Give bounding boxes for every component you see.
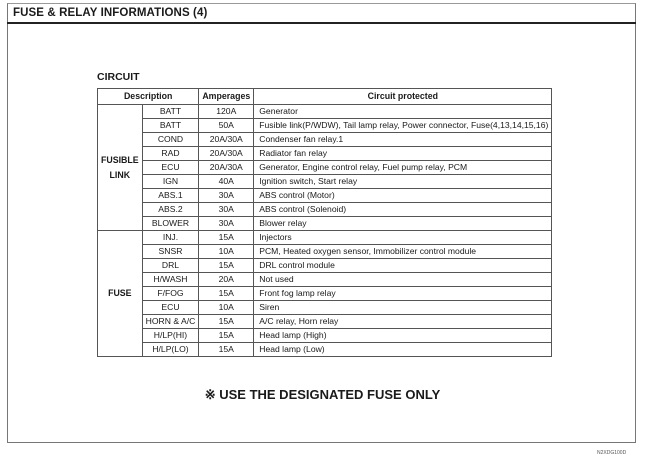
- section-heading: CIRCUIT: [97, 71, 140, 83]
- header-amperages: Amperages: [198, 88, 255, 105]
- amperage-cell: 15A: [198, 328, 255, 343]
- amperage-cell: 15A: [198, 258, 255, 273]
- document-code: N2XDG100D: [597, 450, 627, 456]
- table-row: ABS.1 30A ABS control (Motor): [98, 188, 553, 203]
- table-row: COND 20A/30A Condenser fan relay.1: [98, 132, 553, 147]
- table-row: H/LP(LO) 15A Head lamp (Low): [98, 342, 553, 357]
- description-cell: ECU: [141, 160, 200, 175]
- circuit-cell: Fusible link(P/WDW), Tail lamp relay, Po…: [253, 118, 553, 133]
- circuit-cell: Front fog lamp relay: [253, 286, 553, 301]
- description-cell: RAD: [141, 146, 200, 161]
- header-description: Description: [96, 88, 200, 105]
- description-cell: IGN: [141, 174, 200, 189]
- circuit-table: Description Amperages Circuit protected …: [96, 88, 553, 357]
- table-row: RAD 20A/30A Radiator fan relay: [98, 146, 553, 161]
- description-cell: BATT: [141, 104, 200, 119]
- description-cell: ECU: [141, 300, 200, 315]
- amperage-cell: 20A/30A: [198, 160, 255, 175]
- circuit-cell: Generator, Engine control relay, Fuel pu…: [253, 160, 553, 175]
- table-row: H/WASH 20A Not used: [98, 272, 553, 287]
- title-divider: [7, 22, 636, 24]
- circuit-cell: ABS control (Solenoid): [253, 202, 553, 217]
- table-row: ABS.2 30A ABS control (Solenoid): [98, 202, 553, 217]
- amperage-cell: 50A: [198, 118, 255, 133]
- description-cell: DRL: [141, 258, 200, 273]
- table-row: FUSE INJ. 15A Injectors: [97, 230, 553, 357]
- description-cell: H/WASH: [141, 272, 200, 287]
- table-row: BLOWER 30A Blower relay: [98, 216, 553, 231]
- circuit-cell: Head lamp (Low): [253, 342, 553, 357]
- page-title: FUSE & RELAY INFORMATIONS (4): [13, 7, 208, 19]
- description-cell: H/LP(HI): [141, 328, 200, 343]
- description-cell: F/FOG: [141, 286, 200, 301]
- amperage-cell: 15A: [198, 286, 255, 301]
- description-cell: BATT: [141, 118, 200, 133]
- description-cell: ABS.1: [141, 188, 200, 203]
- description-cell: COND: [141, 132, 200, 147]
- circuit-cell: PCM, Heated oxygen sensor, Immobilizer c…: [253, 244, 553, 259]
- table-row: HORN & A/C 15A A/C relay, Horn relay: [98, 314, 553, 329]
- circuit-cell: Generator: [253, 104, 553, 119]
- circuit-cell: A/C relay, Horn relay: [253, 314, 553, 329]
- amperage-cell: 120A: [198, 104, 255, 119]
- description-cell: HORN & A/C: [141, 314, 200, 329]
- circuit-cell: Siren: [253, 300, 553, 315]
- amperage-cell: 40A: [198, 174, 255, 189]
- table-row: F/FOG 15A Front fog lamp relay: [98, 286, 553, 301]
- circuit-cell: Ignition switch, Start relay: [253, 174, 553, 189]
- table-row: FUSIBLE LINK BATT 120A Generator: [97, 104, 553, 231]
- group-label: FUSE: [97, 230, 143, 357]
- table-row: IGN 40A Ignition switch, Start relay: [98, 174, 553, 189]
- amperage-cell: 20A: [198, 272, 255, 287]
- circuit-cell: ABS control (Motor): [253, 188, 553, 203]
- table-row: H/LP(HI) 15A Head lamp (High): [98, 328, 553, 343]
- circuit-cell: Blower relay: [253, 216, 553, 231]
- amperage-cell: 10A: [198, 300, 255, 315]
- description-cell: H/LP(LO): [141, 342, 200, 357]
- page-frame: [7, 3, 636, 443]
- table-row: DRL 15A DRL control module: [98, 258, 553, 273]
- table-header-row: Description Amperages Circuit protected: [96, 88, 553, 105]
- designated-fuse-note: ※ USE THE DESIGNATED FUSE ONLY: [0, 387, 650, 403]
- amperage-cell: 30A: [198, 188, 255, 203]
- amperage-cell: 20A/30A: [198, 132, 255, 147]
- circuit-cell: Not used: [253, 272, 553, 287]
- table-row: SNSR 10A PCM, Heated oxygen sensor, Immobi…: [98, 244, 553, 259]
- table-row: ECU 20A/30A Generator, Engine control rela…: [98, 160, 553, 175]
- amperage-cell: 15A: [198, 230, 255, 245]
- circuit-cell: Head lamp (High): [253, 328, 553, 343]
- note-text: ※ USE THE DESIGNATED FUSE ONLY: [204, 387, 441, 402]
- table-row: BATT 50A Fusible link(P/WDW), Tail lamp re…: [98, 118, 553, 133]
- circuit-cell: Radiator fan relay: [253, 146, 553, 161]
- amperage-cell: 15A: [198, 342, 255, 357]
- group-label: FUSIBLE LINK: [97, 104, 143, 231]
- amperage-cell: 20A/30A: [198, 146, 255, 161]
- circuit-cell: DRL control module: [253, 258, 553, 273]
- amperage-cell: 10A: [198, 244, 255, 259]
- description-cell: SNSR: [141, 244, 200, 259]
- description-cell: INJ.: [141, 230, 200, 245]
- amperage-cell: 30A: [198, 216, 255, 231]
- table-row: ECU 10A Siren: [98, 300, 553, 315]
- circuit-cell: Condenser fan relay.1: [253, 132, 553, 147]
- amperage-cell: 30A: [198, 202, 255, 217]
- header-circuit: Circuit protected: [253, 88, 553, 105]
- description-cell: ABS.2: [141, 202, 200, 217]
- description-cell: BLOWER: [141, 216, 200, 231]
- amperage-cell: 15A: [198, 314, 255, 329]
- circuit-cell: Injectors: [253, 230, 553, 245]
